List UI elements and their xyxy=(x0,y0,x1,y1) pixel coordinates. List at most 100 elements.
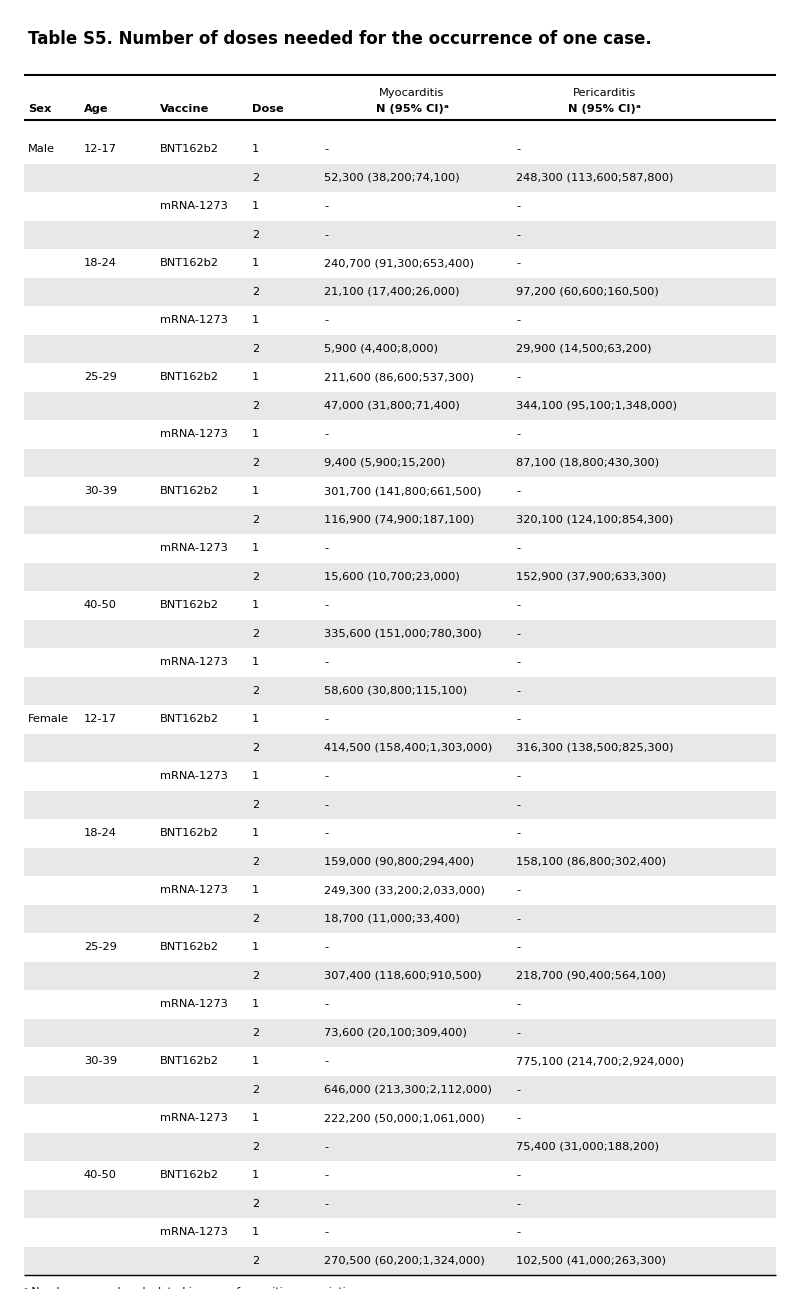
Text: BNT162b2: BNT162b2 xyxy=(160,714,219,724)
Text: -: - xyxy=(324,543,328,553)
Text: -: - xyxy=(516,373,520,383)
Text: -: - xyxy=(324,829,328,838)
Text: -: - xyxy=(516,1170,520,1181)
Text: 1: 1 xyxy=(252,714,259,724)
Text: 1: 1 xyxy=(252,657,259,668)
Text: 2: 2 xyxy=(252,799,259,809)
Text: -: - xyxy=(516,1085,520,1094)
Text: 1: 1 xyxy=(252,886,259,896)
Text: -: - xyxy=(516,714,520,724)
Text: -: - xyxy=(516,229,520,240)
Text: 159,000 (90,800;294,400): 159,000 (90,800;294,400) xyxy=(324,857,474,866)
Text: -: - xyxy=(516,886,520,896)
Bar xyxy=(24,1075,776,1103)
Text: 73,600 (20,100;309,400): 73,600 (20,100;309,400) xyxy=(324,1027,467,1038)
Text: 335,600 (151,000;780,300): 335,600 (151,000;780,300) xyxy=(324,629,482,639)
Text: mRNA-1273: mRNA-1273 xyxy=(160,201,228,211)
Bar xyxy=(24,392,776,420)
Text: -: - xyxy=(324,771,328,781)
Text: 25-29: 25-29 xyxy=(84,373,117,383)
Text: 21,100 (17,400;26,000): 21,100 (17,400;26,000) xyxy=(324,286,459,296)
Text: -: - xyxy=(516,942,520,953)
Text: 102,500 (41,000;263,300): 102,500 (41,000;263,300) xyxy=(516,1255,666,1266)
Text: 222,200 (50,000;1,061,000): 222,200 (50,000;1,061,000) xyxy=(324,1114,485,1123)
Text: 1: 1 xyxy=(252,144,259,155)
Text: 218,700 (90,400;564,100): 218,700 (90,400;564,100) xyxy=(516,971,666,981)
Text: 316,300 (138,500;825,300): 316,300 (138,500;825,300) xyxy=(516,742,674,753)
Text: 18-24: 18-24 xyxy=(84,258,117,268)
Text: mRNA-1273: mRNA-1273 xyxy=(160,999,228,1009)
Bar xyxy=(24,277,776,305)
Text: 2: 2 xyxy=(252,401,259,411)
Text: 2: 2 xyxy=(252,572,259,581)
Text: 1: 1 xyxy=(252,201,259,211)
Text: -: - xyxy=(324,316,328,325)
Text: BNT162b2: BNT162b2 xyxy=(160,486,219,496)
Text: Sex: Sex xyxy=(28,104,51,113)
Text: 2: 2 xyxy=(252,458,259,468)
Text: -: - xyxy=(516,914,520,924)
Text: -: - xyxy=(324,201,328,211)
Text: 1: 1 xyxy=(252,373,259,383)
Bar xyxy=(24,164,776,192)
Text: -: - xyxy=(516,486,520,496)
Text: -: - xyxy=(516,657,520,668)
Text: 2: 2 xyxy=(252,1142,259,1152)
Text: -: - xyxy=(324,1199,328,1209)
Text: mRNA-1273: mRNA-1273 xyxy=(160,429,228,440)
Text: -: - xyxy=(324,942,328,953)
Text: 1: 1 xyxy=(252,543,259,553)
Text: 1: 1 xyxy=(252,486,259,496)
Text: 1: 1 xyxy=(252,601,259,610)
Text: 2: 2 xyxy=(252,742,259,753)
Text: -: - xyxy=(324,1056,328,1066)
Text: mRNA-1273: mRNA-1273 xyxy=(160,886,228,896)
Text: 1: 1 xyxy=(252,999,259,1009)
Text: 47,000 (31,800;71,400): 47,000 (31,800;71,400) xyxy=(324,401,460,411)
Text: -: - xyxy=(324,229,328,240)
Text: mRNA-1273: mRNA-1273 xyxy=(160,1114,228,1123)
Text: BNT162b2: BNT162b2 xyxy=(160,601,219,610)
Text: -: - xyxy=(516,771,520,781)
Text: -: - xyxy=(516,429,520,440)
Text: 2: 2 xyxy=(252,173,259,183)
Text: 2: 2 xyxy=(252,629,259,639)
Text: 29,900 (14,500;63,200): 29,900 (14,500;63,200) xyxy=(516,344,651,353)
Text: 414,500 (158,400;1,303,000): 414,500 (158,400;1,303,000) xyxy=(324,742,492,753)
Text: 2: 2 xyxy=(252,344,259,353)
Text: -: - xyxy=(324,799,328,809)
Text: N (95% CI)ᵃ: N (95% CI)ᵃ xyxy=(375,104,449,113)
Text: 2: 2 xyxy=(252,286,259,296)
Text: 1: 1 xyxy=(252,1056,259,1066)
Text: 40-50: 40-50 xyxy=(84,601,117,610)
Text: -: - xyxy=(324,1170,328,1181)
Bar xyxy=(24,677,776,705)
Text: 25-29: 25-29 xyxy=(84,942,117,953)
Text: Male: Male xyxy=(28,144,55,155)
Bar xyxy=(24,562,776,590)
Text: -: - xyxy=(324,714,328,724)
Text: -: - xyxy=(324,1142,328,1152)
Text: -: - xyxy=(516,999,520,1009)
Text: -: - xyxy=(516,799,520,809)
Text: 2: 2 xyxy=(252,1027,259,1038)
Bar xyxy=(24,449,776,477)
Text: 270,500 (60,200;1,324,000): 270,500 (60,200;1,324,000) xyxy=(324,1255,485,1266)
Text: 240,700 (91,300;653,400): 240,700 (91,300;653,400) xyxy=(324,258,474,268)
Bar xyxy=(24,335,776,363)
Text: mRNA-1273: mRNA-1273 xyxy=(160,316,228,325)
Text: 211,600 (86,600;537,300): 211,600 (86,600;537,300) xyxy=(324,373,474,383)
Text: 1: 1 xyxy=(252,1114,259,1123)
Text: -: - xyxy=(516,601,520,610)
Text: Myocarditis: Myocarditis xyxy=(379,88,445,98)
Text: 2: 2 xyxy=(252,1085,259,1094)
Text: -: - xyxy=(516,258,520,268)
Text: mRNA-1273: mRNA-1273 xyxy=(160,657,228,668)
Text: BNT162b2: BNT162b2 xyxy=(160,942,219,953)
Text: BNT162b2: BNT162b2 xyxy=(160,373,219,383)
Text: mRNA-1273: mRNA-1273 xyxy=(160,771,228,781)
Text: 344,100 (95,100;1,348,000): 344,100 (95,100;1,348,000) xyxy=(516,401,677,411)
Text: 18-24: 18-24 xyxy=(84,829,117,838)
Text: 2: 2 xyxy=(252,914,259,924)
Text: 12-17: 12-17 xyxy=(84,144,117,155)
